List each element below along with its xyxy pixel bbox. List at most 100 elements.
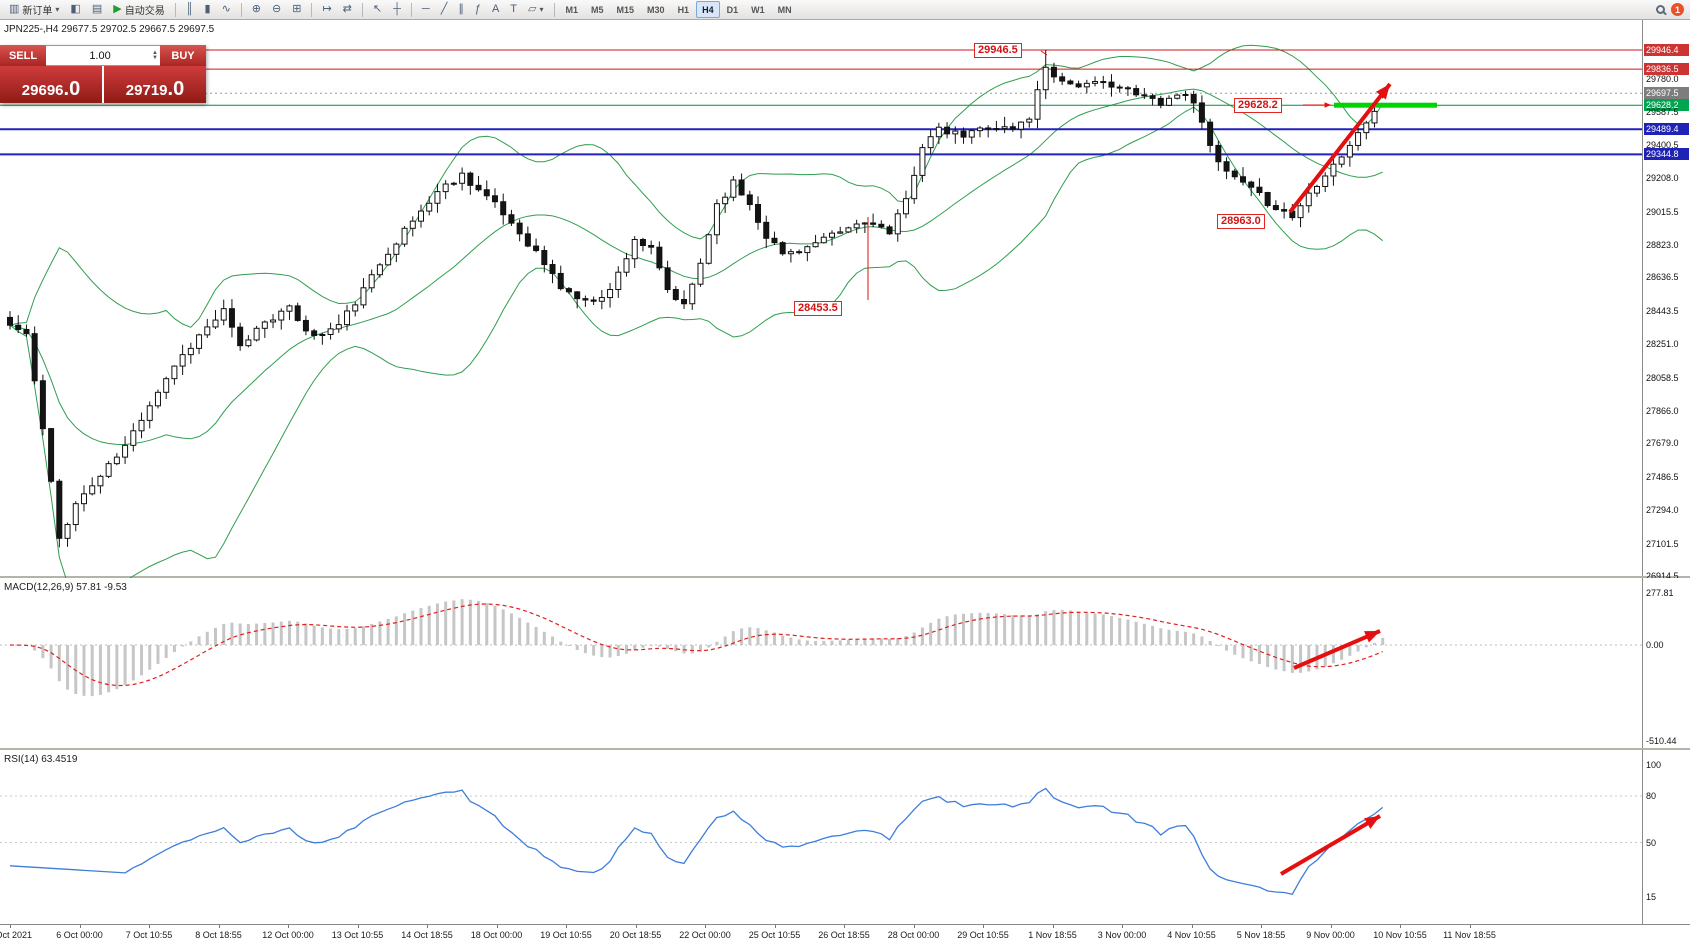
tile-windows-button[interactable]: ⊞: [287, 1, 306, 18]
chart-window-button[interactable]: ◧: [65, 1, 85, 18]
crosshair-tool-button[interactable]: ┼: [388, 1, 406, 18]
macd-axis-tick: 277.81: [1646, 588, 1674, 598]
hline-tool-button[interactable]: ─: [417, 1, 435, 18]
timeframe-mn-button[interactable]: MN: [777, 4, 792, 15]
time-axis-label: 29 Oct 10:55: [957, 930, 1009, 940]
trend-arrow-head: [1376, 84, 1390, 100]
time-axis-label: 20 Oct 18:55: [609, 930, 662, 940]
autoscroll-icon: ↦: [322, 3, 332, 15]
fibonacci-tool-button[interactable]: ƒ: [470, 1, 486, 18]
toolbar-separator: [361, 2, 363, 17]
price-tick-plain: 29208.0: [1646, 173, 1679, 183]
candle-chart-type-button[interactable]: ▮: [200, 1, 216, 18]
search-icon[interactable]: [1656, 5, 1665, 14]
label-tool-button[interactable]: T: [505, 1, 522, 18]
time-axis-label: 22 Oct 00:00: [679, 930, 731, 940]
grid-icon: ⊞: [292, 3, 302, 15]
time-axis-mark: [1400, 925, 1401, 928]
zoom-out-button[interactable]: ⊖: [267, 1, 286, 18]
trendline-tool-button[interactable]: ╱: [436, 1, 453, 18]
time-axis-label: 1 Nov 18:55: [1028, 930, 1077, 940]
bar-chart-type-button[interactable]: ║: [181, 1, 199, 18]
auto-scroll-button[interactable]: ↦: [317, 1, 336, 18]
notification-badge[interactable]: 1: [1671, 3, 1684, 16]
time-axis-label: 5 Oct 2021: [0, 930, 33, 940]
time-axis-mark: [1261, 925, 1262, 928]
time-axis[interactable]: 5 Oct 2021 6 Oct 00:00 7 Oct 10:55 8 Oct 18…: [0, 925, 1690, 945]
auto-trading-button-label: 自动交易: [124, 6, 165, 17]
spin-up-icon[interactable]: ▲: [152, 49, 158, 56]
timeframe-w1-button[interactable]: W1: [751, 4, 765, 15]
shapes-icon: ▱: [528, 3, 537, 15]
volume-value: 1.00: [89, 49, 111, 62]
macd-label: MACD(12,26,9) 57.81 -9.53: [4, 582, 127, 593]
shift-icon: ⇄: [342, 3, 352, 15]
sell-button[interactable]: SELL: [0, 45, 46, 66]
volume-input[interactable]: 1.00 ▲ ▼: [46, 45, 160, 66]
rsi-panel: RSI(14) 63.4519 100 80 50 15: [0, 750, 1690, 925]
zoom-in-button[interactable]: ⊕: [247, 1, 266, 18]
callout-leader-line: [1040, 50, 1048, 56]
fibo-icon: ƒ: [474, 3, 481, 15]
buy-button[interactable]: BUY: [160, 45, 206, 66]
trend-arrow[interactable]: [1279, 814, 1382, 876]
buy-price-button[interactable]: 29719.0: [104, 66, 206, 103]
rsi-axis-tick: 100: [1646, 760, 1662, 770]
price-tick-plain: 28251.0: [1646, 339, 1679, 349]
macd-axis-tick: 0.00: [1646, 640, 1664, 650]
timeframe-m15-button[interactable]: M15: [616, 4, 635, 15]
auto-trading-button[interactable]: ▶ 自动交易: [108, 1, 169, 18]
new-order-button[interactable]: ▥ 新订单 ▾: [4, 1, 64, 18]
price-tick-plain: 29780.0: [1646, 74, 1679, 84]
rsi-axis[interactable]: 100 80 50 15: [1642, 750, 1690, 924]
time-axis-label: 8 Oct 18:55: [195, 930, 242, 940]
sell-price-button[interactable]: 29696.0: [0, 66, 102, 103]
price-tick-red: 29836.5: [1644, 63, 1689, 75]
volume-spinner[interactable]: ▲ ▼: [152, 49, 158, 61]
price-tick-plain: 28443.5: [1646, 306, 1679, 316]
price-callout-label[interactable]: 29628.2: [1234, 98, 1282, 113]
toolbar-separator: [410, 2, 412, 17]
timeframe-m30-button[interactable]: M30: [647, 4, 665, 15]
chart-canvas[interactable]: [0, 20, 1642, 578]
timeframe-h4-button[interactable]: H4: [696, 1, 720, 18]
caret-down-icon: ▾: [539, 5, 544, 14]
time-axis-label: 14 Oct 18:55: [401, 930, 453, 940]
timeframe-d1-button[interactable]: D1: [726, 4, 739, 15]
price-callout-label[interactable]: 28963.0: [1217, 214, 1265, 229]
trend-arrow[interactable]: [1293, 629, 1381, 670]
time-axis-label: 3 Nov 00:00: [1097, 930, 1147, 940]
timeframe-h1-button[interactable]: H1: [677, 4, 690, 15]
price-tick-plain: 28823.0: [1646, 240, 1679, 250]
new-order-button-label: 新订单: [22, 6, 53, 17]
caret-down-icon: ▾: [55, 5, 60, 14]
chart-ohlc-label: JPN225-,H4 29677.5 29702.5 29667.5 29697…: [4, 24, 215, 35]
time-axis-mark: [566, 925, 567, 928]
cursor-tool-button[interactable]: ↖: [368, 1, 387, 18]
line-chart-type-button[interactable]: ∿: [217, 1, 236, 18]
rsi-canvas[interactable]: [0, 750, 1642, 925]
price-axis[interactable]: 29946.4 29836.5 29780.0 29628.2 29697.5 29587…: [1642, 20, 1690, 581]
channel-tool-button[interactable]: ∥: [453, 1, 469, 18]
macd-axis[interactable]: 277.81 0.00 -510.44: [1642, 578, 1690, 748]
time-axis-mark: [913, 925, 915, 928]
text-tool-button[interactable]: A: [487, 1, 504, 18]
timeframe-m1-button[interactable]: M1: [565, 4, 579, 15]
macd-canvas[interactable]: [0, 578, 1642, 750]
trend-arrow[interactable]: [1288, 82, 1392, 214]
spin-down-icon[interactable]: ▼: [152, 54, 158, 61]
price-callout-label[interactable]: 29946.5: [974, 43, 1022, 58]
profiles-button[interactable]: ▤: [87, 1, 107, 18]
price-tick-plain: 27679.0: [1646, 438, 1679, 448]
breakout-highlight-line[interactable]: [1334, 102, 1437, 108]
buy-price-int: 29719: [125, 82, 168, 99]
rsi-label: RSI(14) 63.4519: [4, 754, 77, 765]
time-axis-mark: [1052, 925, 1054, 928]
price-callout-label[interactable]: 28453.5: [794, 301, 842, 316]
shapes-tool-button[interactable]: ▱ ▾: [523, 1, 548, 18]
time-axis-label: 13 Oct 10:55: [331, 930, 384, 940]
chart-shift-button[interactable]: ⇄: [338, 1, 357, 18]
time-axis-label: 28 Oct 00:00: [887, 930, 940, 940]
timeframe-m5-button[interactable]: M5: [591, 4, 604, 15]
time-axis-label: 18 Oct 00:00: [470, 930, 523, 940]
